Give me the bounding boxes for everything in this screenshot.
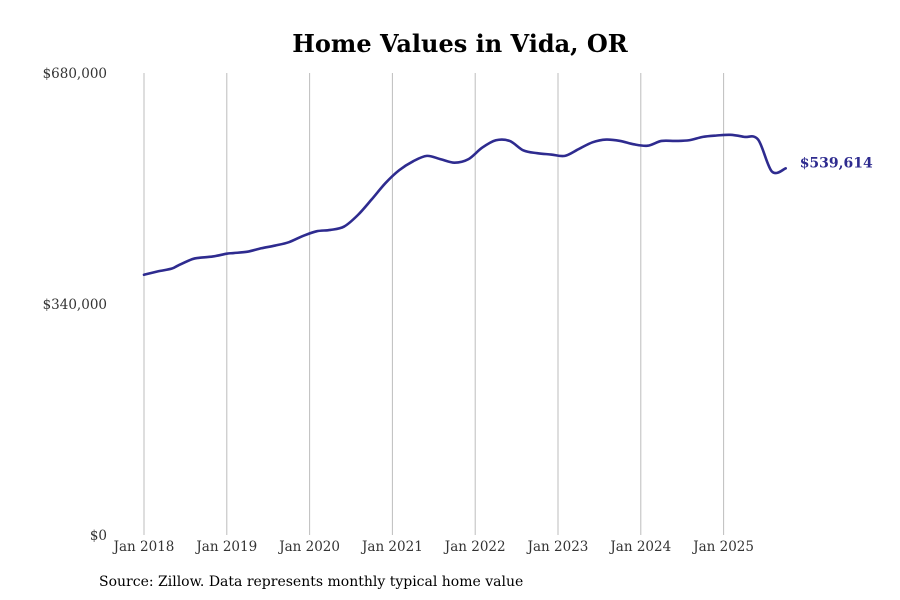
end-value-label: $539,614 [800,155,873,171]
x-tick-label: Jan 2025 [691,539,754,555]
x-tick-label: Jan 2023 [526,539,589,555]
x-tick-label: Jan 2022 [443,539,506,555]
y-axis-ticks: $0 $340,000 $680,000 [43,66,107,544]
chart-title: Home Values in Vida, OR [292,29,629,58]
x-tick-label: Jan 2020 [277,539,340,555]
x-axis-ticks: Jan 2018 Jan 2019 Jan 2020 Jan 2021 Jan 2022… [112,539,754,555]
source-note: Source: Zillow. Data represents monthly … [99,574,524,590]
x-tick-label: Jan 2024 [608,539,671,555]
y-tick-label: $0 [90,528,107,544]
x-tick-label: Jan 2019 [194,539,257,555]
x-tick-label: Jan 2021 [360,539,423,555]
series-line [142,133,787,277]
gridlines [143,73,725,535]
y-tick-label: $680,000 [43,66,107,82]
x-tick-label: Jan 2018 [112,539,175,555]
y-tick-label: $340,000 [43,297,107,313]
